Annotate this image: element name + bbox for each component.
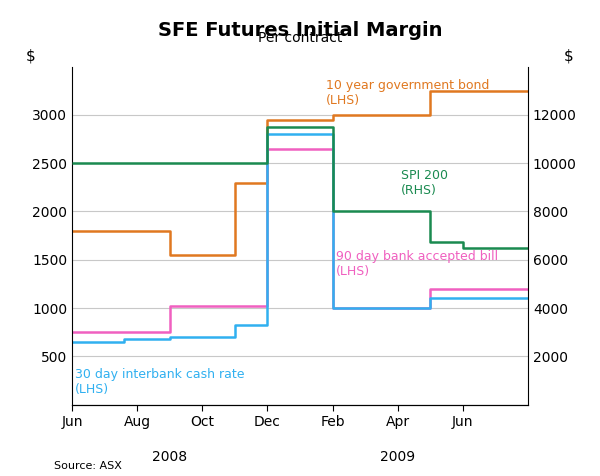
Text: 2008: 2008 — [152, 450, 187, 464]
Text: 10 year government bond
(LHS): 10 year government bond (LHS) — [326, 79, 490, 107]
Text: Source: ASX: Source: ASX — [54, 461, 122, 471]
Text: 90 day bank accepted bill
(LHS): 90 day bank accepted bill (LHS) — [336, 250, 498, 278]
Text: Per contract: Per contract — [258, 30, 342, 45]
Text: SPI 200
(RHS): SPI 200 (RHS) — [401, 169, 448, 197]
Text: 30 day interbank cash rate
(LHS): 30 day interbank cash rate (LHS) — [75, 368, 245, 396]
Title: SFE Futures Initial Margin: SFE Futures Initial Margin — [158, 21, 442, 40]
Text: $: $ — [564, 48, 574, 63]
Text: $: $ — [26, 48, 36, 63]
Text: 2009: 2009 — [380, 450, 415, 464]
